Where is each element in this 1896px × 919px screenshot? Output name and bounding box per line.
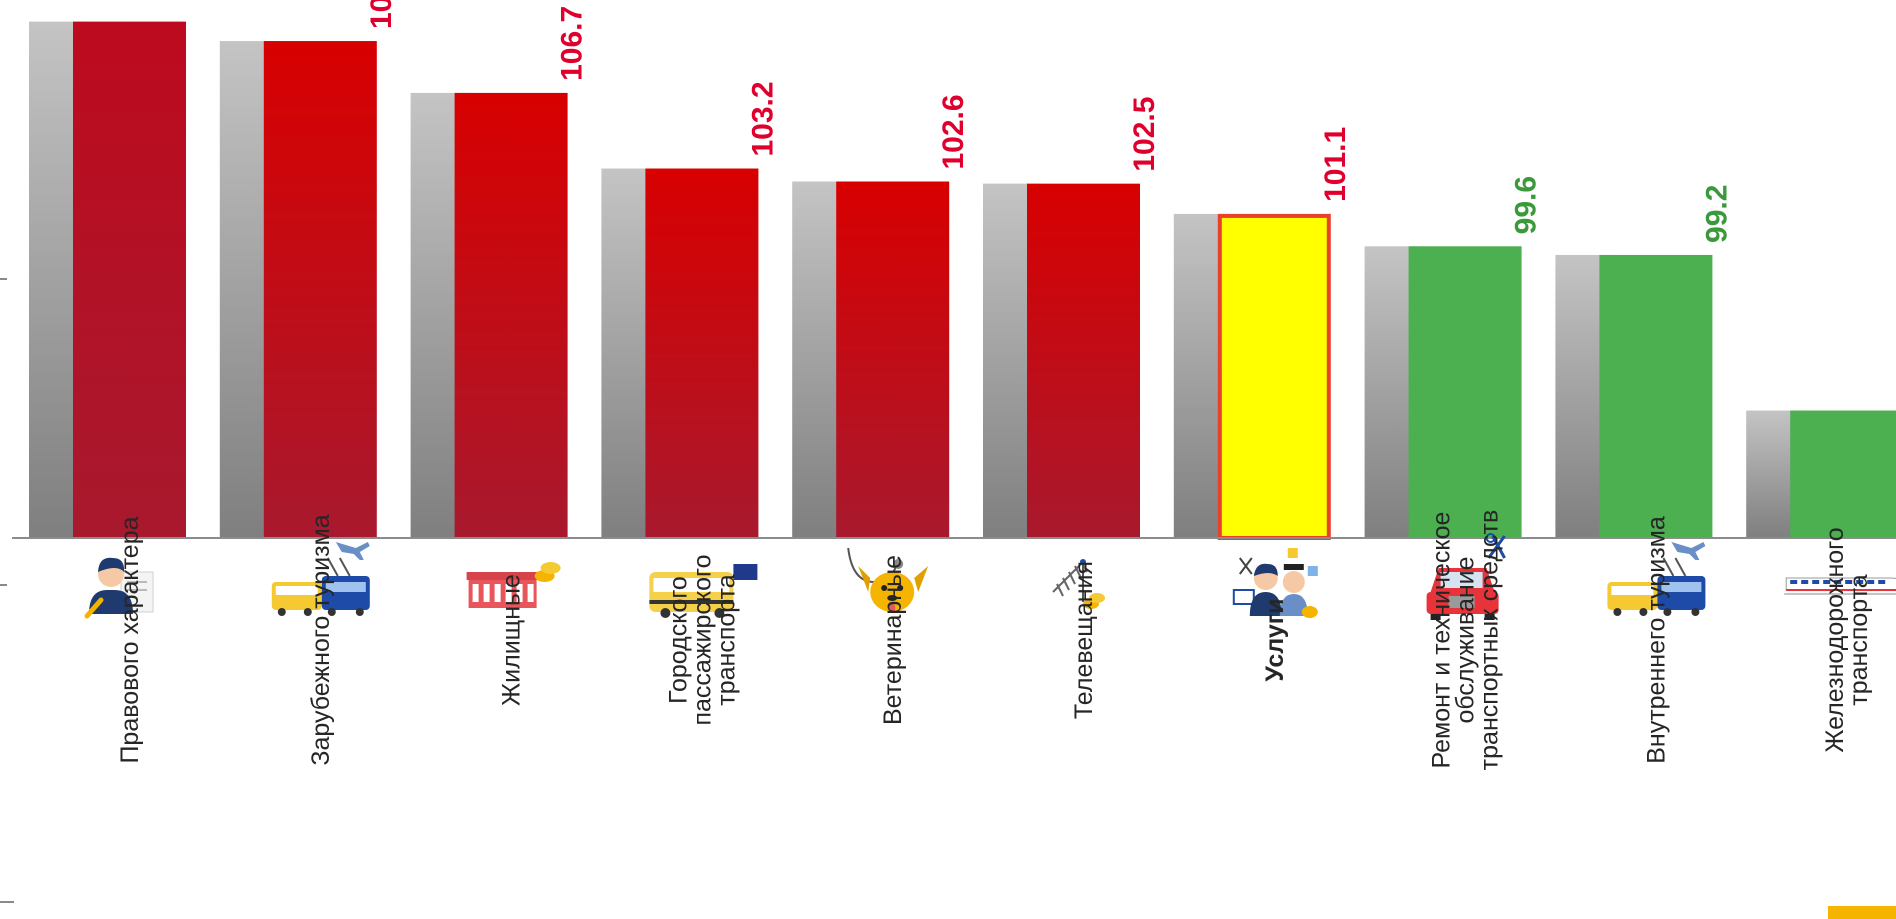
category-label-line: Правового характера: [116, 516, 144, 763]
bar: [645, 168, 759, 538]
bar: [263, 41, 377, 538]
bar-value-label: 102.6: [937, 94, 970, 169]
category-label: Ветеринарные: [879, 555, 907, 725]
category-label-line: Телевещания: [1070, 561, 1098, 719]
lawyer-icon: [84, 557, 154, 619]
category-label-line: Городского: [664, 576, 692, 704]
bus-plane-icon: [271, 542, 370, 616]
category-label-line: транспорта: [712, 574, 740, 706]
bar-value-label: 99.2: [1700, 185, 1733, 243]
bar-value-label: 102.5: [1128, 97, 1161, 172]
bar: [1599, 254, 1713, 539]
bar: [454, 92, 568, 539]
bar-value-label: 109.1: [365, 0, 398, 29]
house-coins-icon: [466, 562, 561, 608]
bar: [1408, 246, 1522, 539]
category-label-line: транспорта: [1845, 574, 1873, 706]
category-label-line: транспортных средств: [1476, 510, 1504, 771]
category-label-line: Услуги: [1261, 598, 1289, 681]
bar: [836, 181, 950, 539]
car-repair-icon: [1426, 533, 1506, 620]
bar: [1217, 213, 1331, 540]
train-icon: 2: [1784, 577, 1896, 595]
bar-value-label: 103.2: [746, 81, 779, 156]
services-people-icon: [1232, 548, 1318, 618]
category-label-line: Жилищные: [498, 574, 526, 706]
bar-value-label: 106.7: [556, 6, 589, 81]
bar-value-label: 99.6: [1510, 176, 1543, 234]
bar: [1790, 410, 1896, 538]
category-label-line: пассажирского: [688, 554, 716, 725]
category-label-line: Железнодорожного: [1821, 527, 1849, 752]
category-label-line: Ветеринарные: [879, 555, 907, 725]
tv-antenna-icon: [1052, 559, 1105, 609]
category-label-line: Зарубежного туризма: [307, 514, 335, 765]
category-label: Внутреннего туризма: [1642, 516, 1670, 764]
category-label: Зарубежного туризма: [307, 514, 335, 765]
bar: [73, 21, 186, 538]
corner-accent-box: [1828, 906, 1896, 919]
vet-dog-icon: [847, 547, 929, 612]
category-label: Ремонт и техническоеобслуживаниетранспор…: [1428, 510, 1504, 771]
city-bus-icon: [649, 564, 758, 618]
category-label: Услуги: [1261, 598, 1289, 681]
bus-plane-icon: [1607, 542, 1706, 616]
bar-value-label: 101.1: [1319, 127, 1352, 202]
category-label: Жилищные: [498, 574, 526, 706]
bar: [1027, 183, 1140, 539]
bar-value-label: 92.0: [1891, 340, 1896, 398]
category-label-line: Ремонт и техническое: [1428, 512, 1456, 769]
category-label: Телевещания: [1070, 561, 1098, 719]
category-label-line: обслуживание: [1452, 556, 1480, 723]
category-label: Правового характера: [116, 516, 144, 763]
category-label-line: Внутреннего туризма: [1642, 516, 1670, 764]
